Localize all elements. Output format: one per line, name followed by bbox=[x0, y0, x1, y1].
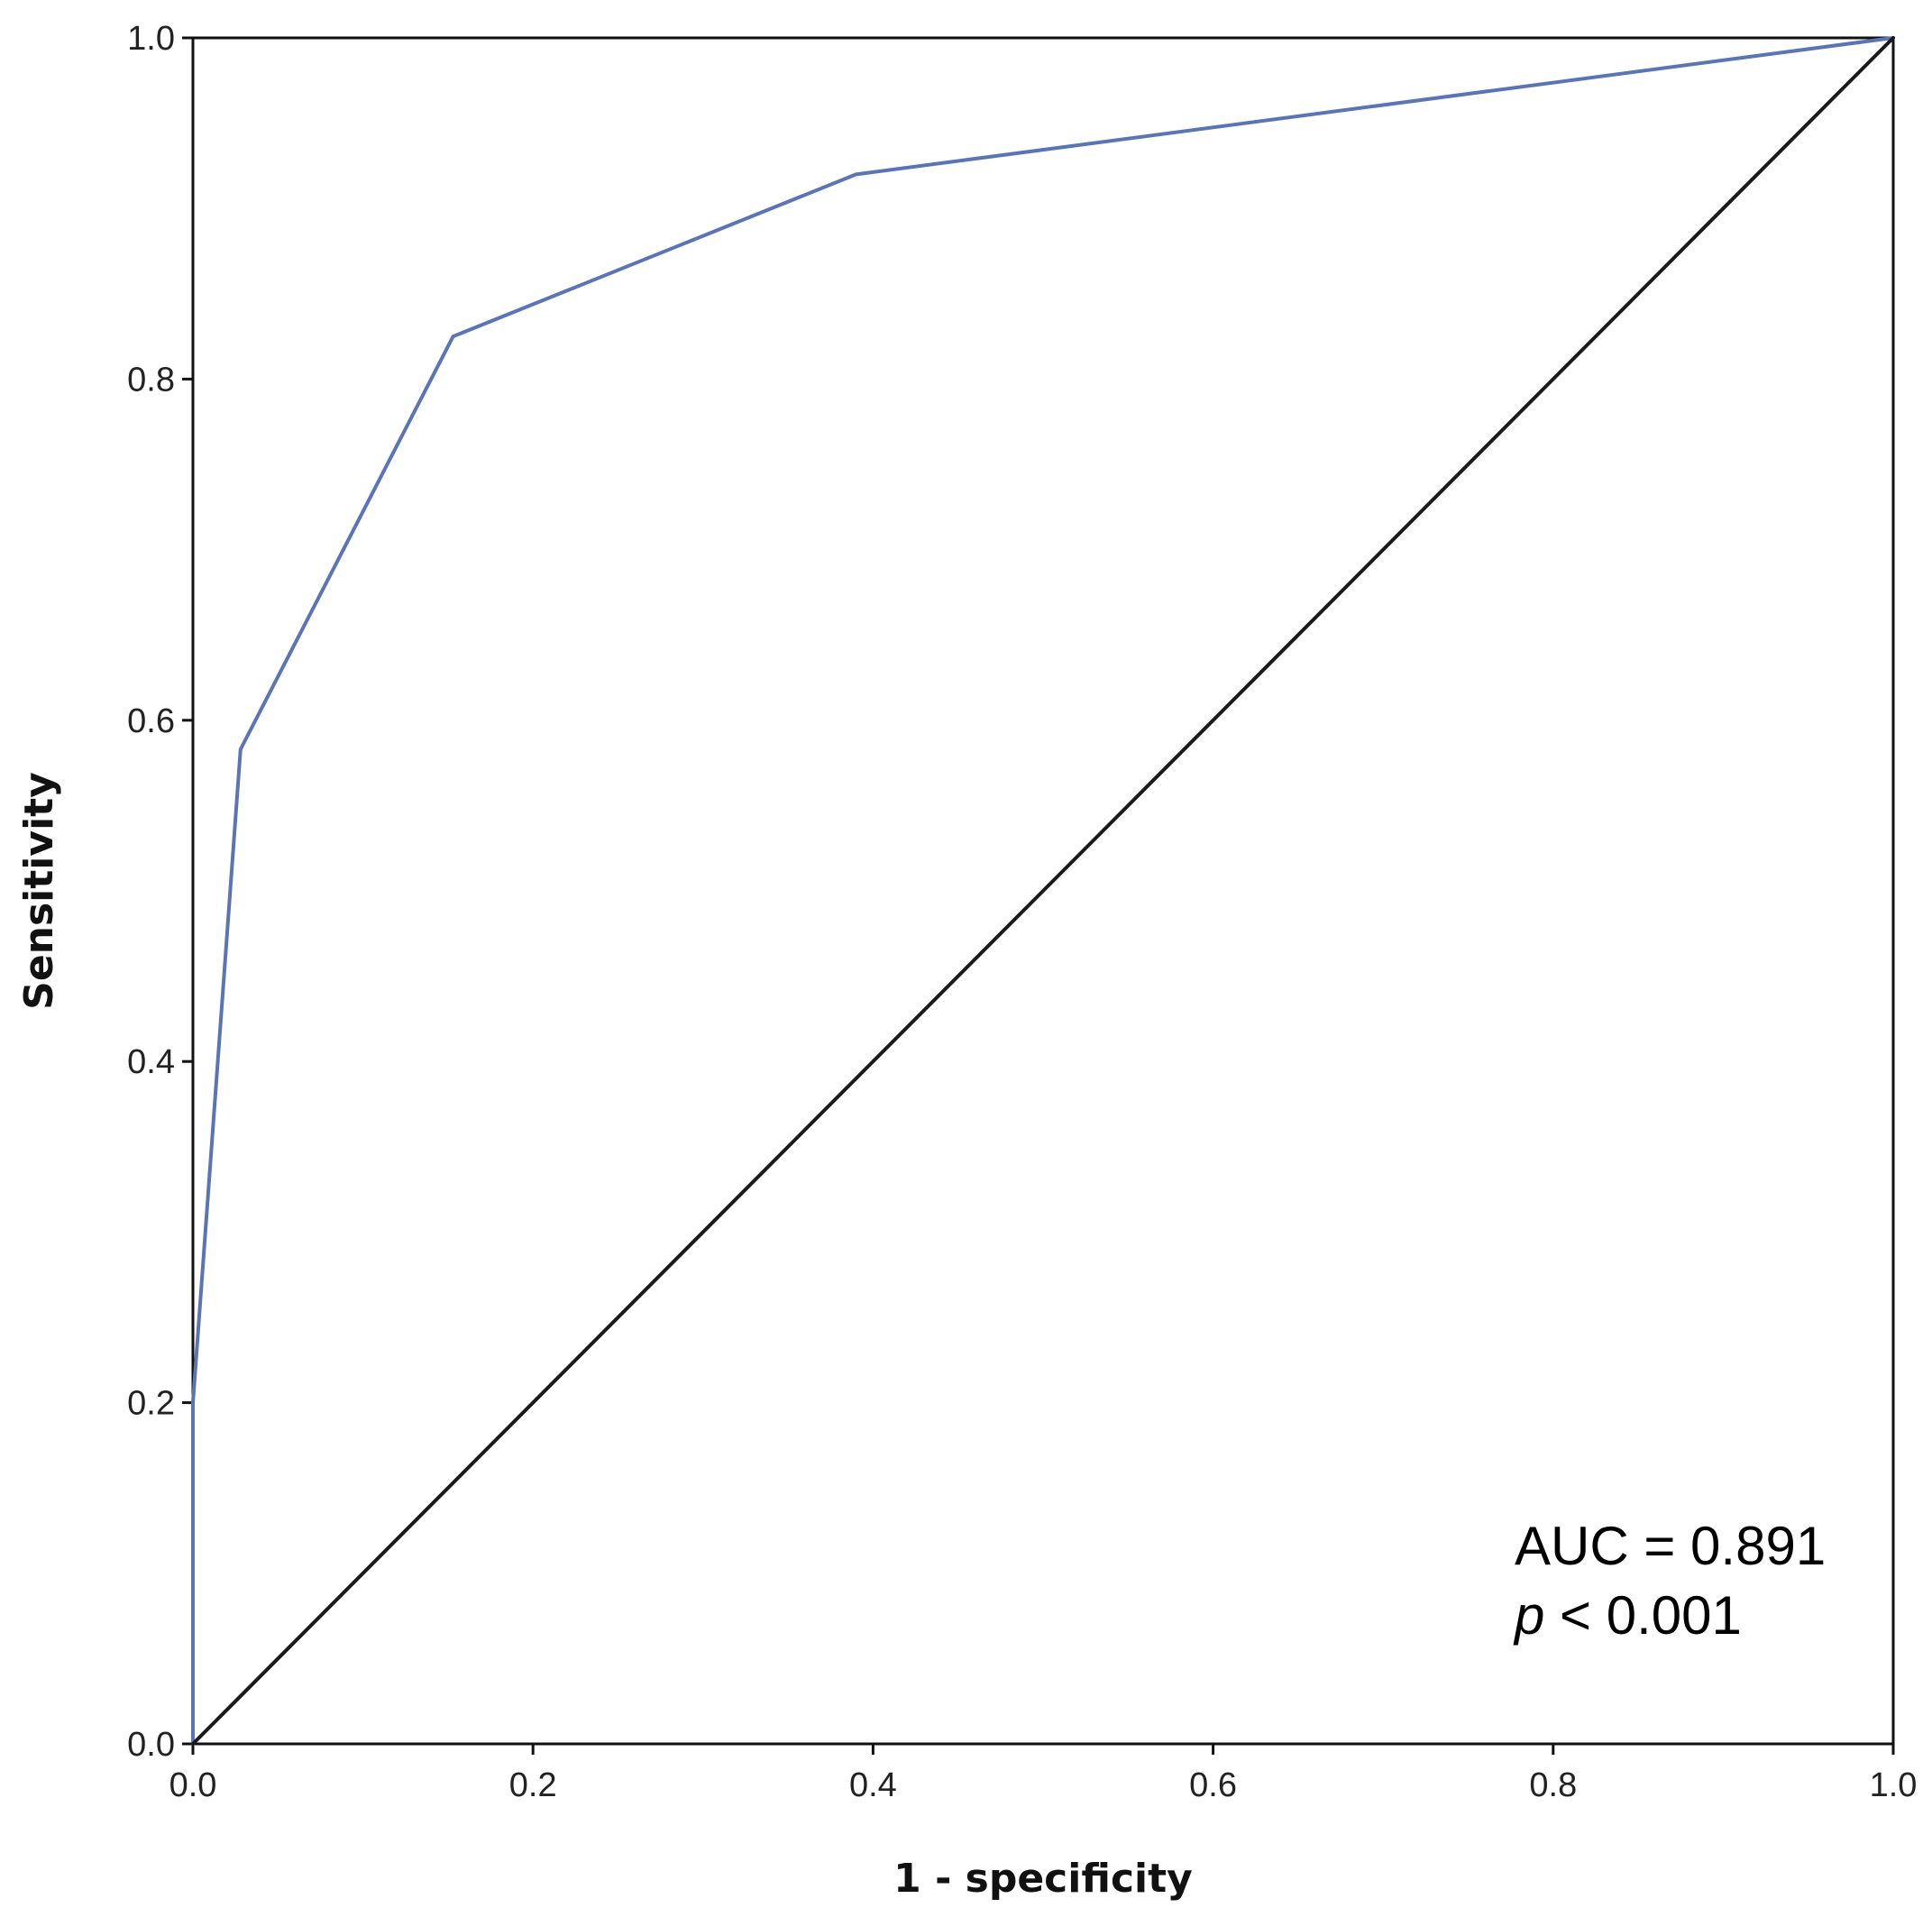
p-value-annotation: p < 0.001 bbox=[1513, 1585, 1742, 1646]
x-tick-label: 0.0 bbox=[169, 1766, 217, 1804]
x-axis-title: 1 - specificity bbox=[893, 1856, 1193, 1902]
auc-annotation: AUC = 0.891 bbox=[1515, 1516, 1826, 1576]
reference-diagonal-line bbox=[191, 36, 1895, 1746]
y-tick-label: 0.8 bbox=[127, 361, 175, 399]
plot-area bbox=[191, 36, 1895, 1746]
x-tick-label: 0.8 bbox=[1529, 1766, 1577, 1804]
x-tick-label: 0.2 bbox=[509, 1766, 557, 1804]
y-axis-title: Sensitivity bbox=[16, 772, 62, 1010]
plot-frame bbox=[191, 36, 1895, 1746]
x-tick-label: 0.6 bbox=[1189, 1766, 1237, 1804]
y-tick-label: 0.0 bbox=[127, 1726, 175, 1764]
y-tick-label: 0.6 bbox=[127, 702, 175, 740]
y-axis: 0.0 0.2 0.4 0.6 0.8 1.0 bbox=[127, 20, 193, 1764]
y-tick-label: 0.2 bbox=[127, 1385, 175, 1423]
p-symbol: p bbox=[1513, 1585, 1544, 1646]
p-value-text: < 0.001 bbox=[1544, 1585, 1742, 1646]
series-layer bbox=[191, 36, 1895, 1746]
roc-curve-line bbox=[191, 36, 1895, 1746]
y-tick-label: 0.4 bbox=[127, 1043, 175, 1081]
x-tick-label: 1.0 bbox=[1870, 1766, 1918, 1804]
y-tick-label: 1.0 bbox=[127, 20, 175, 58]
x-axis: 0.0 0.2 0.4 0.6 0.8 1.0 bbox=[169, 1744, 1918, 1804]
x-tick-label: 0.4 bbox=[849, 1766, 897, 1804]
